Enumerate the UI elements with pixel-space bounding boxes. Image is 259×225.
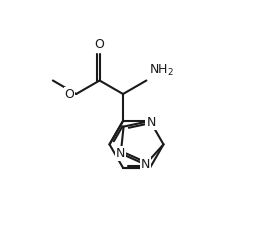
Text: N: N: [116, 147, 125, 160]
Text: N: N: [141, 158, 150, 171]
Text: NH$_2$: NH$_2$: [149, 63, 174, 79]
Text: N: N: [146, 115, 156, 128]
Text: O: O: [64, 88, 74, 101]
Text: O: O: [95, 38, 105, 50]
